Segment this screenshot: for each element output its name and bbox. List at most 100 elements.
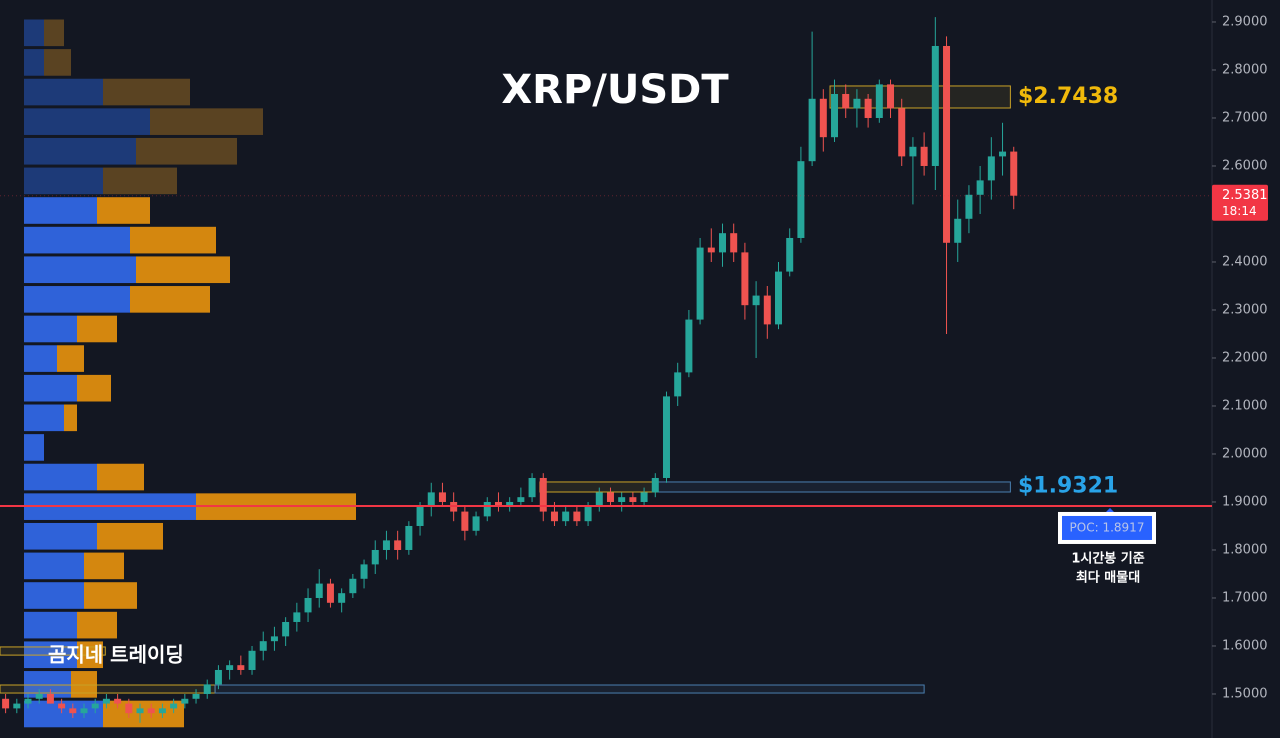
candle-body [326, 583, 334, 603]
profile-sell [57, 345, 84, 372]
candle-body [775, 271, 783, 325]
candle-body [831, 93, 839, 138]
candle-body [226, 665, 234, 670]
profile-buy [24, 552, 84, 580]
candle-body [315, 583, 323, 598]
profile-sell [97, 463, 144, 491]
candle-body [931, 45, 939, 166]
y-tick-label: 2.3000 [1222, 302, 1268, 317]
candle-body [147, 708, 155, 714]
candle-body [898, 108, 906, 157]
candle-body [640, 492, 648, 502]
candle-body [438, 492, 446, 502]
candle-body [2, 698, 10, 709]
profile-sell [77, 315, 117, 343]
candle-body [472, 516, 480, 531]
candle-body [158, 708, 166, 714]
y-tick-label: 1.5000 [1222, 686, 1268, 701]
y-tick-label: 2.2000 [1222, 350, 1268, 365]
candle-body [282, 621, 290, 637]
y-tick-label: 2.8000 [1222, 62, 1268, 77]
candle-body [875, 84, 883, 118]
candle-body [718, 233, 726, 253]
profile-buy [24, 611, 77, 639]
profile-sell [84, 582, 137, 609]
candle-body [192, 693, 200, 699]
profile-sell [44, 49, 71, 76]
profile-buy [24, 286, 130, 313]
profile-buy [24, 315, 77, 343]
candle-body [707, 247, 715, 253]
candle-body [1010, 151, 1018, 196]
candle-body [91, 703, 99, 709]
y-tick-label: 1.9000 [1222, 494, 1268, 509]
profile-sell [130, 286, 210, 313]
poc-note: 1시간봉 기준 [1071, 550, 1144, 566]
profile-buy [24, 434, 44, 461]
countdown: 18:14 [1222, 204, 1257, 218]
candle-body [808, 98, 816, 162]
candle-body [270, 636, 278, 642]
candle-body [102, 698, 110, 704]
candle-body [248, 650, 256, 670]
candle-body [864, 98, 872, 118]
profile-buy [24, 49, 44, 76]
candle-body [965, 194, 973, 219]
profile-buy [24, 522, 97, 550]
candle-body [13, 703, 21, 709]
profile-sell [77, 374, 111, 402]
candle-body [405, 525, 413, 550]
candle-body [584, 506, 592, 522]
candle-body [24, 698, 32, 704]
candle-body [35, 693, 43, 699]
candle-body [293, 612, 301, 622]
candle-body [674, 372, 682, 397]
zone [829, 85, 1011, 109]
profile-buy [24, 463, 97, 491]
candle-body [371, 549, 379, 565]
last-price-label: 2.5381 [1222, 188, 1268, 203]
candle-body [394, 540, 402, 550]
candle-body [259, 641, 267, 651]
profile-buy [24, 197, 97, 224]
candle-body [382, 540, 390, 550]
profile-sell [136, 137, 237, 165]
candle-body [125, 703, 133, 714]
candle-body [304, 597, 312, 613]
profile-buy [24, 19, 44, 47]
candle-body [943, 45, 951, 243]
candle-body [360, 564, 368, 579]
candle-body [618, 497, 626, 502]
profile-buy [24, 345, 57, 372]
candle-body [651, 477, 659, 493]
candle-body [786, 237, 794, 272]
candle-body [214, 669, 222, 685]
profile-sell [97, 197, 150, 224]
last-price-tag [1212, 184, 1268, 221]
candle-body [976, 180, 984, 195]
candle-body [730, 233, 738, 253]
y-tick-label: 2.4000 [1222, 254, 1268, 269]
profile-sell [64, 404, 77, 432]
profile-sell [71, 671, 97, 698]
y-tick-label: 1.8000 [1222, 542, 1268, 557]
y-tick-label: 2.9000 [1222, 14, 1268, 29]
candle-body [203, 684, 211, 694]
candle-body [562, 511, 570, 522]
candle-body [662, 396, 670, 478]
y-tick-label: 2.6000 [1222, 158, 1268, 173]
candle-body [595, 492, 603, 507]
candle-body [539, 477, 547, 512]
profile-sell [77, 611, 117, 639]
profile-buy [24, 256, 136, 284]
candle-body [887, 84, 895, 109]
candle-body [752, 295, 760, 306]
profile-sell [103, 78, 190, 106]
candle-body [853, 98, 861, 109]
profile-buy [24, 374, 77, 402]
candle-body [741, 252, 749, 306]
candle-body [517, 497, 525, 502]
zone [214, 684, 925, 694]
candle-body [696, 247, 704, 320]
candle-body [763, 295, 771, 325]
